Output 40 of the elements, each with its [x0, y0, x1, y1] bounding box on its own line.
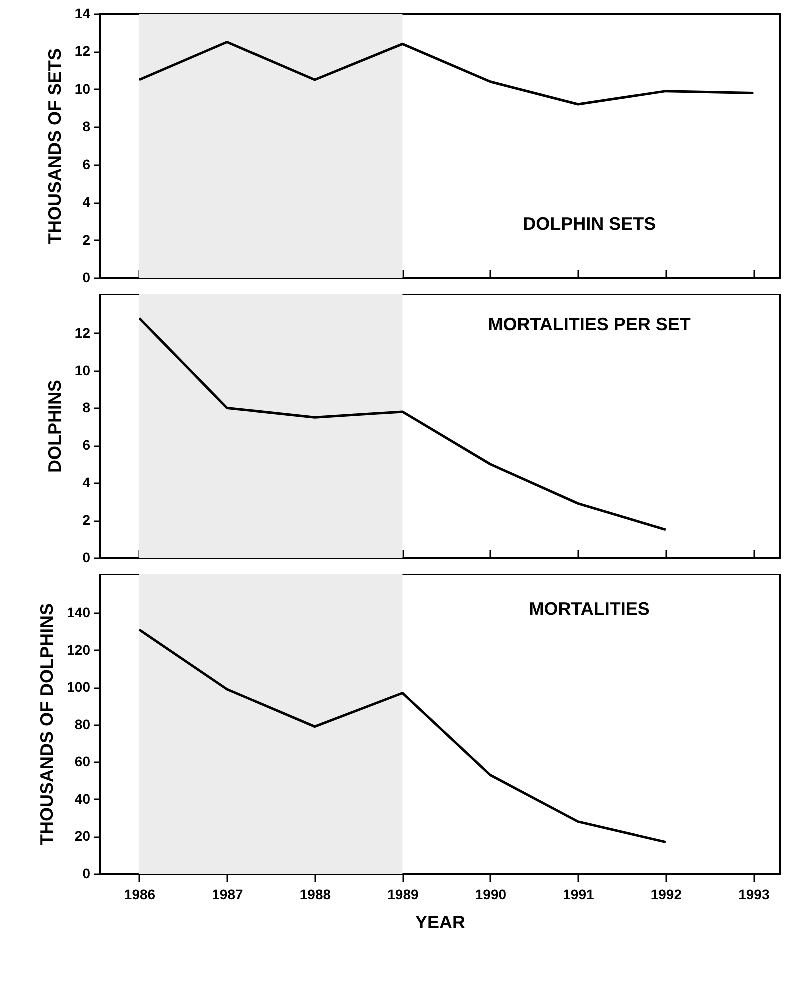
y-tick-label: 80 — [74, 716, 91, 732]
annotation: MORTALITIES — [529, 599, 650, 619]
y-tick-label: 4 — [82, 474, 91, 491]
annotation: DOLPHIN SETS — [523, 214, 656, 234]
x-tick-label: 1992 — [650, 886, 682, 902]
y-tick-label: 12 — [74, 43, 91, 60]
y-tick-label: 100 — [67, 679, 91, 696]
x-tick-label: 1990 — [475, 886, 507, 902]
x-tick-label: 1988 — [300, 886, 332, 902]
x-tick-label: 1986 — [124, 886, 156, 902]
y-tick-label: 140 — [67, 604, 91, 621]
line-series — [138, 41, 755, 106]
y-tick-label: 10 — [74, 80, 91, 97]
y-tick-label: 20 — [74, 828, 91, 844]
y-tick-label: 2 — [82, 512, 91, 528]
y-tick-label: 2 — [82, 232, 91, 248]
y-tick-label: 8 — [82, 400, 91, 416]
x-tick-label: 1989 — [388, 886, 419, 902]
y-tick-label: 0 — [82, 270, 91, 286]
y-tick-label: 6 — [82, 437, 91, 454]
x-tick-label: 1993 — [738, 886, 770, 902]
y-tick-label: 12 — [74, 324, 91, 341]
y-tick-label: 10 — [74, 362, 91, 378]
annotation: MORTALITIES PER SET — [488, 314, 691, 335]
line-series — [138, 628, 668, 844]
y-axis-title: DOLPHINS — [44, 380, 65, 474]
y-axis-title: THOUSANDS OF SETS — [44, 48, 65, 245]
y-tick-label: 0 — [82, 550, 91, 566]
y-tick-label: 14 — [74, 6, 91, 22]
y-tick-label: 8 — [82, 118, 91, 135]
y-tick-label: 40 — [74, 790, 91, 807]
x-tick-label: 1987 — [212, 886, 244, 902]
y-axis-title: THOUSANDS OF DOLPHINS — [37, 603, 58, 846]
x-tick-label: 1991 — [563, 886, 594, 902]
y-tick-label: 120 — [67, 642, 91, 658]
y-tick-label: 4 — [82, 194, 91, 210]
y-tick-label: 0 — [82, 866, 91, 882]
y-tick-label: 6 — [82, 156, 91, 172]
x-axis-title: YEAR — [415, 912, 466, 932]
y-tick-label: 60 — [74, 754, 91, 770]
